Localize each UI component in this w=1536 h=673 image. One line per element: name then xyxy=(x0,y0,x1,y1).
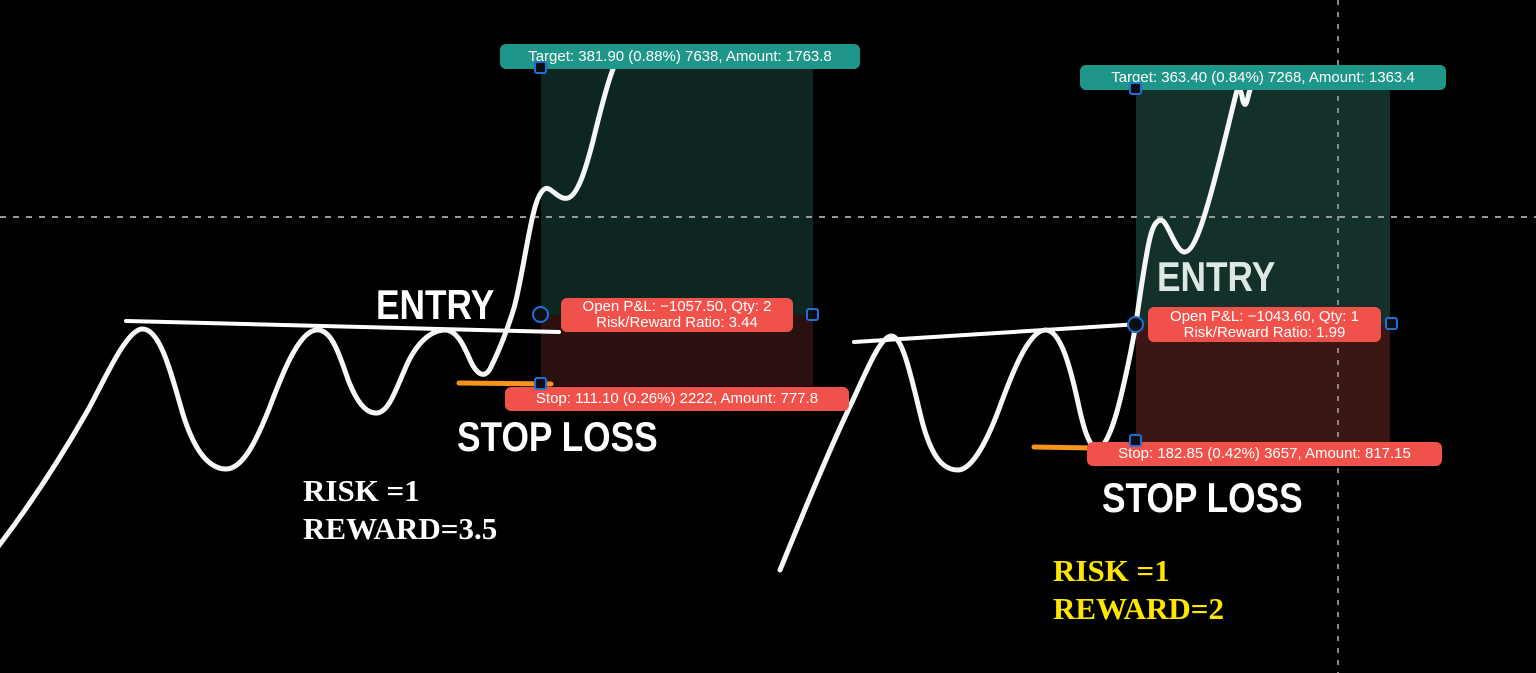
price-curve-right xyxy=(777,79,1255,573)
stop-zone-right xyxy=(1136,325,1390,448)
pnl-right-line2: Risk/Reward Ratio: 1.99 xyxy=(1183,323,1346,341)
risk-left-line1: RISK =1 xyxy=(303,473,420,508)
risk-reward-note-right: RISK =1 REWARD=2 xyxy=(1053,552,1224,628)
target-handle-right[interactable] xyxy=(1129,82,1142,95)
pnl-left-line2: Risk/Reward Ratio: 3.44 xyxy=(596,314,758,331)
entry-annotation-right: ENTRY xyxy=(1157,253,1276,300)
pnl-label-left[interactable]: Open P&L: −1057.50, Qty: 2 Risk/Reward R… xyxy=(561,298,793,332)
entry-right-handle-right[interactable] xyxy=(1385,317,1398,330)
target-label-left[interactable]: Target: 381.90 (0.88%) 7638, Amount: 176… xyxy=(500,44,860,69)
target-label-left-text: Target: 381.90 (0.88%) 7638, Amount: 176… xyxy=(528,47,832,65)
pnl-right-line1: Open P&L: −1043.60, Qty: 1 xyxy=(1170,307,1359,325)
stop-label-left-text: Stop: 111.10 (0.26%) 2222, Amount: 777.8 xyxy=(535,390,819,407)
entry-handle-left[interactable] xyxy=(532,306,549,323)
target-zone-left xyxy=(541,68,813,315)
stoploss-annotation-left: STOP LOSS xyxy=(457,413,658,460)
stoploss-annotation-right: STOP LOSS xyxy=(1102,474,1303,521)
risk-left-line2: REWARD=3.5 xyxy=(303,511,498,546)
target-label-right-text: Target: 363.40 (0.84%) 7268, Amount: 136… xyxy=(1111,68,1415,86)
entry-trendline-left xyxy=(124,319,561,334)
stop-handle-left[interactable] xyxy=(534,377,547,390)
entry-annotation-left: ENTRY xyxy=(376,281,495,328)
risk-reward-note-left: RISK =1 REWARD=3.5 xyxy=(303,472,497,548)
risk-right-line1: RISK =1 xyxy=(1053,553,1170,588)
stop-label-right[interactable]: Stop: 182.85 (0.42%) 3657, Amount: 817.1… xyxy=(1087,442,1442,466)
target-handle-left[interactable] xyxy=(534,61,547,74)
stop-level-line-right xyxy=(1031,444,1096,451)
entry-right-handle-left[interactable] xyxy=(806,308,819,321)
price-curve-left xyxy=(0,66,616,549)
stop-handle-right[interactable] xyxy=(1129,434,1142,447)
risk-right-line2: REWARD=2 xyxy=(1053,591,1224,626)
target-zone-right xyxy=(1136,89,1390,325)
stop-label-left[interactable]: Stop: 111.10 (0.26%) 2222, Amount: 777.8 xyxy=(505,387,849,411)
pnl-label-right[interactable]: Open P&L: −1043.60, Qty: 1 Risk/Reward R… xyxy=(1148,307,1381,342)
stop-label-right-text: Stop: 182.85 (0.42%) 3657, Amount: 817.1… xyxy=(1118,445,1411,462)
entry-trendline-right xyxy=(852,322,1142,344)
entry-handle-right[interactable] xyxy=(1127,316,1144,333)
pnl-left-line1: Open P&L: −1057.50, Qty: 2 xyxy=(582,298,772,315)
